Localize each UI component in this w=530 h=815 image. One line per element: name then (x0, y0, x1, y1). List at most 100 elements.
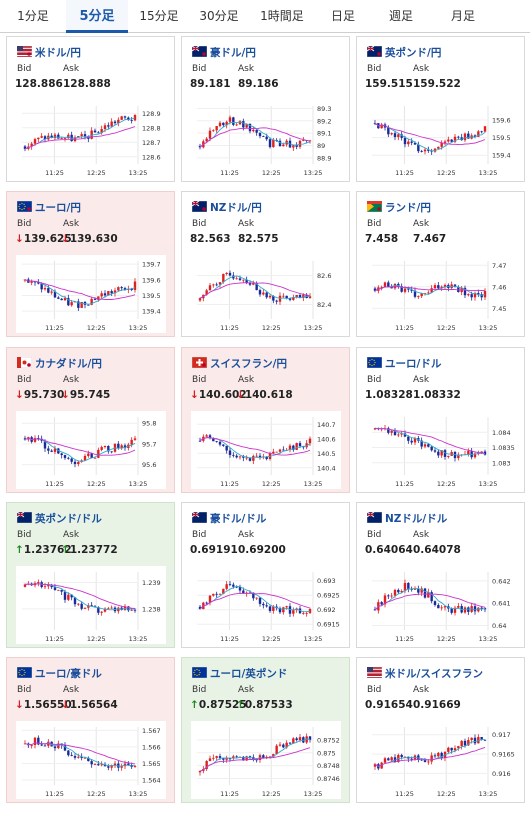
pair-name-link[interactable]: ユーロ/豪ドル (35, 668, 102, 680)
candle-body (198, 440, 202, 442)
chart-area[interactable]: 0.917 0.9165 0.916 11:25 12:25 13:25 (366, 721, 516, 799)
pair-name-link[interactable]: 英ポンド/円 (385, 47, 442, 59)
chart-area[interactable]: 89.3 89.2 89.1 89 88.9 11:25 12:25 13:25 (191, 100, 341, 178)
candle-body (198, 298, 202, 301)
y-tick-label: 139.5 (142, 292, 161, 300)
candle-body (262, 292, 265, 295)
pair-name-link[interactable]: カナダドル/円 (35, 358, 102, 370)
candle-body (225, 584, 228, 589)
rate-card[interactable]: ユーロ/ドル Bid Ask 1.08328 1.08332 1.084 1.0835 1.0… (356, 347, 525, 493)
ask-label: Ask (63, 530, 80, 540)
x-tick-label: 12:25 (437, 480, 456, 488)
rate-card[interactable]: ユーロ/円 Bid Ask ↓139.625 ↓139.630 139.7 139.6 139… (6, 191, 175, 337)
candle-body (83, 607, 87, 609)
candle-body (77, 461, 80, 465)
candle-body (308, 609, 312, 613)
rate-card[interactable]: ランド/円 Bid Ask 7.458 7.467 7.47 7.46 7.45 11:25 12… (356, 191, 525, 337)
candle-body (120, 766, 123, 768)
chart-area[interactable]: 1.084 1.0835 1.083 11:25 12:25 13:25 (366, 411, 516, 489)
candle-body (268, 295, 272, 298)
rate-card[interactable]: NZドル/ドル Bid Ask 0.64064 0.64078 0.642 0.641 0.6… (356, 502, 525, 648)
bid-label: Bid (367, 685, 382, 695)
tab-daily[interactable]: 日足 (330, 9, 355, 23)
pair-name-link[interactable]: 豪ドル/ドル (210, 513, 267, 525)
candle-body (282, 144, 285, 147)
candle-body (467, 450, 470, 455)
chart-area[interactable]: 128.9 128.8 128.7 128.6 11:25 12:25 13:25 (16, 100, 166, 178)
bid-value-number: 0.87525 (198, 699, 247, 711)
rate-card[interactable]: ユーロ/豪ドル Bid Ask ↓1.56550 ↓1.56564 1.567 1.566 1… (6, 657, 175, 803)
pair-name-link[interactable]: NZドル/円 (210, 202, 262, 214)
candle-body (255, 597, 258, 599)
pair-name-link[interactable]: 米ドル/円 (35, 47, 81, 59)
rate-card[interactable]: 豪ドル/円 Bid Ask 89.181 89.186 89.3 89.2 89.1 89 88.… (181, 36, 350, 182)
chart-area[interactable]: 139.7 139.6 139.5 139.4 11:25 12:25 13:25 (16, 255, 166, 333)
ask-value-number: 95.745 (69, 389, 111, 401)
chart-area[interactable]: 95.8 95.7 95.6 11:25 12:25 13:25 (16, 411, 166, 489)
y-tick-label: 0.692 (317, 606, 336, 614)
price-chart: 0.693 0.6925 0.692 0.6915 11:25 12:25 13:25 (197, 572, 340, 643)
chart-area[interactable]: 0.693 0.6925 0.692 0.6915 11:25 12:25 13:25 (191, 566, 341, 644)
pair-name-link[interactable]: 米ドル/スイスフラン (385, 668, 484, 680)
tab-weekly[interactable]: 週足 (388, 9, 413, 23)
tab-monthly[interactable]: 月足 (450, 9, 475, 23)
candle-body (383, 282, 387, 288)
rate-card[interactable]: 豪ドル/ドル Bid Ask 0.69191 0.69200 0.693 0.6925 0.6… (181, 502, 350, 648)
rate-card[interactable]: ユーロ/英ポンド Bid Ask ↑0.87525 ↑0.87533 0.8752 0.87… (181, 657, 350, 803)
pair-name-link[interactable]: NZドル/ドル (385, 513, 448, 525)
pair-name-link[interactable]: ランド/円 (385, 202, 431, 214)
currency-flag-icon (366, 356, 383, 369)
candle-body (427, 761, 430, 763)
chart-area[interactable]: 82.6 82.4 11:25 12:25 13:25 (191, 255, 341, 333)
chart-area[interactable]: 159.6 159.5 159.4 11:25 12:25 13:25 (366, 100, 516, 178)
candle-body (97, 764, 100, 766)
ask-value: 0.64078 (413, 544, 461, 556)
rate-card[interactable]: NZドル/円 Bid Ask 82.563 82.575 82.6 82.4 11:25 12:… (181, 191, 350, 337)
chart-area[interactable]: 0.642 0.641 0.64 11:25 12:25 13:25 (366, 566, 516, 644)
tab-30min[interactable]: 30分足 (199, 9, 239, 23)
candle-body (413, 438, 417, 443)
candle-body (113, 121, 117, 124)
candle-body (248, 457, 252, 461)
tab-1hour[interactable]: 1時間足 (260, 9, 304, 23)
y-tick-label: 0.6915 (317, 621, 340, 629)
long-moving-average-line (374, 122, 486, 146)
pair-name-link[interactable]: 英ポンド/ドル (35, 513, 102, 525)
rate-card[interactable]: 米ドル/スイスフラン Bid Ask 0.91654 0.91669 0.917 0.916… (356, 657, 525, 803)
tab-15min[interactable]: 15分足 (139, 9, 179, 23)
candle-body (423, 444, 427, 447)
candle-body (235, 756, 238, 758)
pair-name-link[interactable]: ユーロ/英ポンド (210, 668, 288, 680)
candle-body (110, 765, 113, 768)
candle-body (40, 136, 43, 138)
currency-flag-icon (366, 45, 383, 58)
candle-body (53, 746, 57, 749)
chart-area[interactable]: 1.239 1.238 11:25 12:25 13:25 (16, 566, 166, 644)
chart-area[interactable]: 140.7 140.6 140.5 140.4 11:25 12:25 13:25 (191, 411, 341, 489)
candle-body (308, 438, 312, 444)
chart-area[interactable]: 1.567 1.566 1.565 1.564 11:25 12:25 13:25 (16, 721, 166, 799)
candle-body (67, 594, 70, 600)
rate-card[interactable]: 米ドル/円 Bid Ask 128.886 128.888 128.9 128.8 128.7… (6, 36, 175, 182)
pair-name-link[interactable]: 豪ドル/円 (210, 47, 256, 59)
price-chart: 0.917 0.9165 0.916 11:25 12:25 13:25 (372, 727, 515, 798)
x-tick-label: 13:25 (129, 790, 148, 798)
candle-body (477, 736, 480, 744)
pair-name-link[interactable]: ユーロ/円 (35, 202, 81, 214)
chart-area[interactable]: 0.8752 0.875 0.8748 0.8746 11:25 12:25 13:25 (191, 721, 341, 799)
candle-body (437, 451, 440, 456)
tab-5min[interactable]: 5分足 (66, 0, 128, 33)
pair-name-link[interactable]: スイスフラン/円 (210, 358, 288, 370)
rate-card[interactable]: 英ポンド/円 Bid Ask 159.515 159.522 159.6 159.5 159.… (356, 36, 525, 182)
bid-value-number: 139.625 (23, 233, 72, 245)
rate-card[interactable]: 英ポンド/ドル Bid Ask ↑1.23762 ↑1.23772 1.239 1.238 1… (6, 502, 175, 648)
pair-name-link[interactable]: ユーロ/ドル (385, 358, 442, 370)
rate-card[interactable]: スイスフラン/円 Bid Ask ↓140.602 ↓140.618 140.7 140.6… (181, 347, 350, 493)
tab-1min[interactable]: 1分足 (17, 9, 49, 23)
rate-card[interactable]: カナダドル/円 Bid Ask ↓95.730 ↓95.745 95.8 95.7 95.6 1… (6, 347, 175, 493)
candle-body (218, 441, 222, 445)
chart-area[interactable]: 7.47 7.46 7.45 11:25 12:25 13:25 (366, 255, 516, 333)
y-tick-label: 1.083 (492, 459, 511, 467)
candle-body (443, 450, 447, 457)
candle-body (232, 584, 235, 587)
